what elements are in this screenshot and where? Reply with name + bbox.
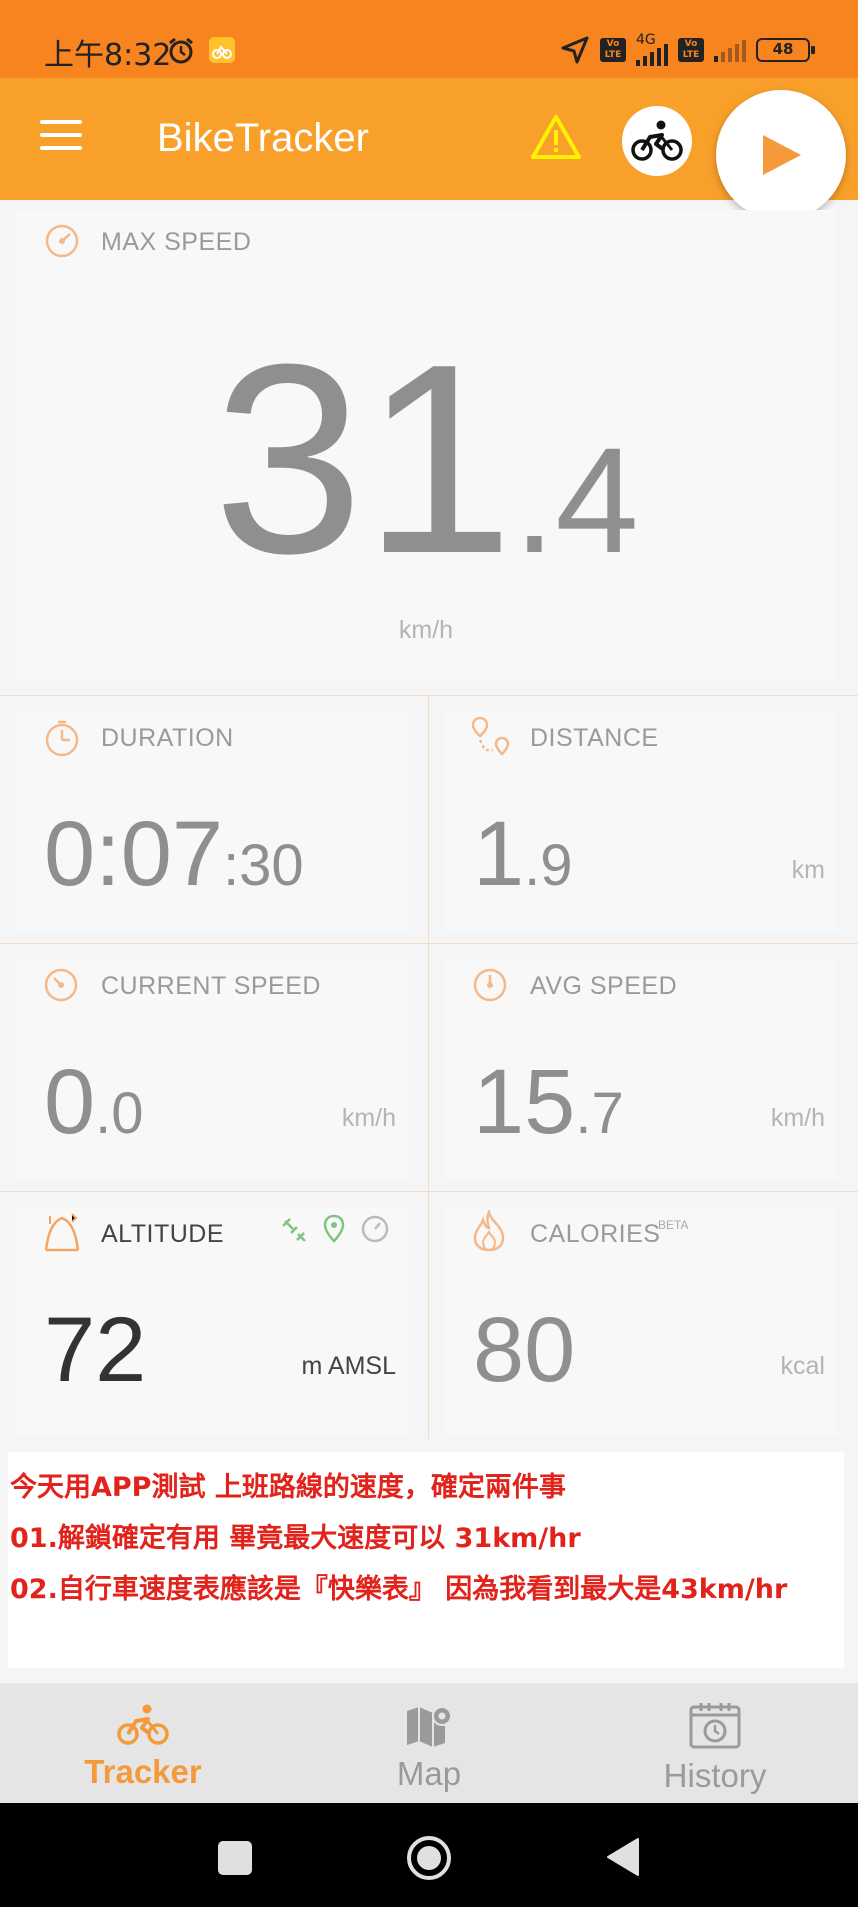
text-note-overlay: 今天用APP測試 上班路線的速度，確定兩件事 01.解鎖確定有用 畢竟最大速度可…	[8, 1452, 844, 1668]
note-line-1: 今天用APP測試 上班路線的速度，確定兩件事	[10, 1472, 566, 1503]
speedometer-icon	[473, 968, 507, 1002]
duration-card: DURATION 0:07:30	[16, 712, 408, 932]
distance-unit: km	[791, 856, 825, 884]
avg-speed-label: AVG SPEED	[530, 972, 678, 1000]
stopwatch-icon	[45, 720, 79, 757]
system-navigation-bar	[0, 1803, 858, 1907]
bike-icon	[117, 1704, 169, 1745]
home-button[interactable]	[406, 1835, 452, 1881]
altitude-value: 72	[44, 1298, 146, 1403]
distance-value: 1.9	[473, 802, 573, 907]
alarm-icon	[169, 37, 193, 64]
duration-label: DURATION	[101, 724, 234, 752]
nav-tracker-label: Tracker	[84, 1753, 202, 1790]
avg-speed-value: 15.7	[473, 1050, 624, 1155]
app-title: BikeTracker	[157, 116, 369, 160]
location-pin-icon	[323, 1214, 345, 1243]
menu-icon[interactable]	[40, 120, 82, 154]
volte-badge-1: Vo LTE	[600, 38, 626, 62]
status-time: 上午8:32	[44, 38, 172, 73]
mountain-icon	[44, 1213, 80, 1252]
avg-speed-integer: 15	[473, 1051, 576, 1153]
max-speed-value: 31.4	[16, 325, 836, 595]
speedometer-icon	[45, 224, 79, 258]
avg-speed-unit: km/h	[770, 1104, 825, 1132]
nav-history-label: History	[663, 1757, 767, 1794]
altitude-number: 72	[44, 1299, 147, 1401]
divider	[0, 1191, 858, 1192]
current-speed-card: CURRENT SPEED 0.0 km/h	[16, 960, 408, 1180]
map-icon	[407, 1706, 452, 1747]
max-speed-decimal: .4	[513, 416, 639, 584]
max-speed-card: MAX SPEED 31.4 km/h	[16, 210, 836, 680]
status-left-icons	[166, 36, 236, 66]
duration-value: 0:07:30	[44, 802, 304, 907]
max-speed-integer: 31	[213, 309, 514, 610]
back-button[interactable]	[604, 1837, 640, 1877]
calories-number: 80	[473, 1299, 576, 1401]
altitude-label: ALTITUDE	[101, 1220, 224, 1248]
calories-unit: kcal	[780, 1352, 825, 1380]
nav-tracker[interactable]: Tracker	[0, 1683, 286, 1803]
max-speed-label: MAX SPEED	[101, 228, 252, 256]
signal-icon	[636, 44, 668, 66]
volte-badge-2: Vo LTE	[678, 38, 704, 62]
divider	[0, 695, 858, 696]
current-speed-label: CURRENT SPEED	[101, 972, 321, 1000]
app-notification-icon	[209, 37, 235, 63]
activity-type-button[interactable]	[622, 106, 692, 176]
battery-icon: 48	[756, 38, 815, 62]
duration-seconds: :30	[223, 833, 304, 898]
bike-icon	[631, 120, 683, 161]
note-line-3: 02.自行車速度表應該是『快樂表』 因為我看到最大是43km/hr	[10, 1574, 788, 1605]
nav-map-label: Map	[396, 1755, 462, 1792]
current-speed-integer: 0	[44, 1051, 96, 1153]
bottom-navigation: Tracker Map History	[0, 1683, 858, 1803]
current-speed-value: 0.0	[44, 1050, 144, 1155]
calories-label: CALORIES	[530, 1220, 661, 1248]
duration-main: 0:07	[44, 803, 224, 905]
location-arrow-icon	[561, 36, 589, 64]
recents-button[interactable]	[218, 1841, 252, 1875]
divider	[428, 696, 429, 1439]
status-bar: 上午8:32 Vo LTE 4G Vo LTE 48	[0, 0, 858, 78]
current-speed-decimal: .0	[95, 1081, 144, 1146]
app-bar: BikeTracker	[0, 78, 858, 220]
route-icon	[471, 716, 510, 756]
nav-history[interactable]: History	[572, 1683, 858, 1803]
beta-badge: BETA	[658, 1218, 689, 1232]
speedometer-icon	[44, 968, 78, 1002]
gps-satellite-icon	[282, 1218, 306, 1242]
nav-map[interactable]: Map	[286, 1683, 572, 1803]
calories-value: 80	[473, 1298, 575, 1403]
start-tracking-button[interactable]	[716, 90, 846, 220]
distance-label: DISTANCE	[530, 724, 659, 752]
altitude-unit: m AMSL	[301, 1352, 396, 1380]
warning-icon[interactable]	[530, 114, 582, 160]
play-icon	[763, 135, 801, 175]
history-icon	[689, 1703, 741, 1749]
avg-speed-card: AVG SPEED 15.7 km/h	[445, 960, 837, 1180]
signal-icon-2	[714, 38, 746, 62]
network-type: 4G	[636, 32, 656, 48]
altitude-card: ALTITUDE 72 m AMSL	[16, 1208, 408, 1436]
calories-card: CALORIES BETA 80 kcal	[445, 1208, 837, 1436]
status-right-icons: Vo LTE 4G Vo LTE 48	[560, 32, 815, 66]
avg-speed-decimal: .7	[575, 1081, 624, 1146]
barometer-icon	[361, 1215, 389, 1243]
distance-card: DISTANCE 1.9 km	[445, 712, 837, 932]
distance-decimal: .9	[524, 833, 573, 898]
current-speed-unit: km/h	[341, 1104, 396, 1132]
note-line-2: 01.解鎖確定有用 畢竟最大速度可以 31km/hr	[10, 1523, 581, 1554]
distance-integer: 1	[473, 803, 525, 905]
divider	[0, 943, 858, 944]
flame-icon	[473, 1210, 505, 1252]
max-speed-unit: km/h	[398, 616, 454, 644]
